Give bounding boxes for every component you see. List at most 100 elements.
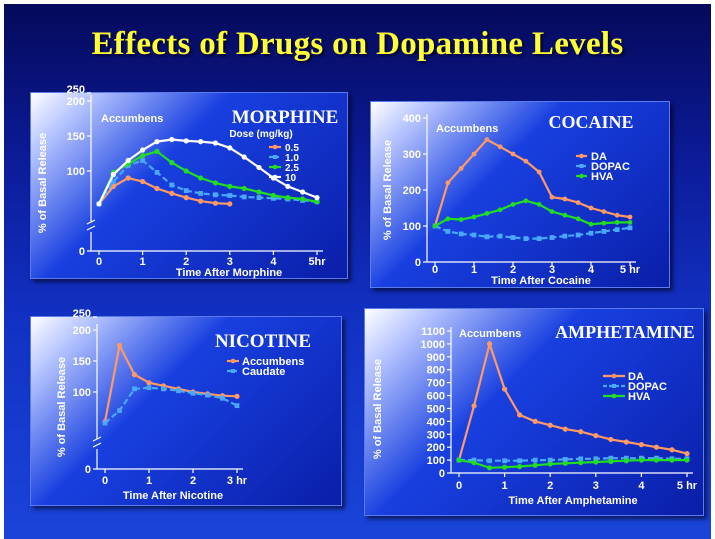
- data-point: [212, 200, 219, 206]
- x-axis-label: Time After Morphine: [176, 267, 282, 279]
- data-point: [234, 403, 240, 409]
- data-point: [131, 372, 138, 378]
- data-point: [285, 183, 291, 189]
- data-point: [532, 457, 538, 463]
- legend-label: DOPAC: [628, 381, 667, 393]
- morphine-panel: MORPHINE Accumbens 0 100 150 200 250 0 1 2 3 4 5hr Ti…: [30, 84, 348, 279]
- data-point: [638, 457, 644, 463]
- data-point: [575, 232, 581, 238]
- legend-title: Dose (mg/kg): [229, 129, 292, 140]
- data-point: [132, 386, 137, 392]
- data-point: [532, 418, 538, 424]
- data-point: [523, 236, 529, 241]
- x-tick-label: 3: [227, 256, 233, 268]
- x-axis-label: Time After Nicotine: [123, 490, 223, 502]
- data-point: [197, 198, 204, 204]
- y-tick-label: 900: [427, 352, 445, 364]
- data-point: [487, 458, 492, 464]
- y-tick-label: 400: [403, 113, 421, 125]
- data-point: [241, 154, 247, 160]
- x-tick-label: 3 hr: [227, 475, 248, 487]
- data-point: [190, 390, 196, 396]
- data-point: [154, 170, 160, 175]
- data-point: [212, 180, 219, 186]
- data-point: [256, 195, 262, 200]
- y-tick-label: 200: [67, 96, 85, 108]
- y-tick-label: 100: [427, 455, 445, 467]
- y-axis-break: [92, 436, 102, 448]
- data-point: [169, 190, 175, 196]
- data-point: [432, 223, 438, 229]
- data-point: [517, 412, 523, 418]
- data-point: [161, 386, 166, 392]
- data-point: [578, 456, 584, 462]
- data-point: [578, 460, 584, 466]
- y-tick-label: 600: [427, 391, 445, 403]
- x-tick-label: 2: [190, 475, 196, 487]
- x-tick-label: 2: [183, 256, 189, 268]
- legend-marker: [272, 144, 278, 150]
- y-tick-label: 300: [427, 429, 445, 441]
- data-point: [614, 220, 620, 225]
- y-tick-label: 200: [73, 325, 91, 337]
- data-point: [227, 201, 233, 207]
- y-axis-label: % of Basal Release: [37, 133, 49, 233]
- data-point: [256, 164, 262, 171]
- nicotine-panel: NICOTINE 0 100 150 200 250 0 1 2 3 hr Time After N…: [30, 308, 342, 506]
- x-tick-label: 0: [456, 480, 462, 492]
- data-point: [608, 458, 614, 464]
- series-line-hva: [458, 459, 687, 469]
- data-point: [234, 393, 240, 399]
- data-point: [510, 235, 516, 240]
- x-tick-label: 4: [588, 264, 595, 276]
- y-axis-label: % of Basal Release: [382, 140, 394, 240]
- data-point: [169, 160, 175, 166]
- data-point: [486, 341, 493, 347]
- y-tick-label: 150: [67, 131, 85, 143]
- y-tick-label: 200: [403, 185, 421, 197]
- series-line-da: [433, 138, 631, 227]
- y-tick-label: 400: [427, 416, 445, 428]
- data-point: [486, 465, 493, 471]
- data-point: [588, 221, 594, 227]
- y-tick-label: 1000: [421, 339, 445, 351]
- data-point: [593, 456, 599, 462]
- data-point: [183, 188, 189, 193]
- data-point: [523, 198, 529, 204]
- data-point: [116, 342, 123, 349]
- data-point: [608, 436, 614, 443]
- legend-marker: [231, 369, 235, 373]
- data-point: [638, 442, 644, 448]
- data-point: [547, 457, 553, 463]
- data-point: [669, 447, 675, 453]
- data-point: [197, 139, 204, 145]
- data-point: [117, 408, 122, 413]
- data-point: [183, 138, 189, 144]
- data-point: [456, 457, 462, 463]
- data-point: [497, 144, 503, 150]
- data-point: [523, 158, 529, 164]
- legend-label: DA: [591, 151, 607, 163]
- x-tick-label: 1: [140, 256, 146, 268]
- data-point: [549, 194, 555, 200]
- data-point: [627, 220, 633, 225]
- legend-marker: [579, 173, 584, 179]
- y-axis-break: [86, 219, 96, 231]
- data-point: [536, 169, 542, 175]
- chart-title: AMPHETAMINE: [555, 322, 695, 342]
- x-tick-label: 2: [510, 264, 516, 276]
- y-tick-label: 0: [79, 246, 85, 258]
- x-tick-label: 3: [549, 264, 555, 276]
- amphetamine-chart: AMPHETAMINEAccumbens01002003004005006007…: [372, 322, 698, 507]
- data-point: [458, 231, 464, 237]
- region-label: Accumbens: [436, 123, 498, 135]
- amphetamine-panel: AMPHETAMINE Accumbens 0 100 200 300 400 500 600 7…: [364, 308, 704, 516]
- legend-marker: [611, 393, 617, 399]
- data-point: [562, 426, 568, 432]
- data-point: [684, 451, 690, 457]
- data-point: [471, 214, 477, 220]
- series-line-dopac: [459, 457, 687, 462]
- data-point: [484, 137, 490, 142]
- data-point: [502, 458, 507, 464]
- slide-title: Effects of Drugs on Dopamine Levels: [91, 26, 624, 62]
